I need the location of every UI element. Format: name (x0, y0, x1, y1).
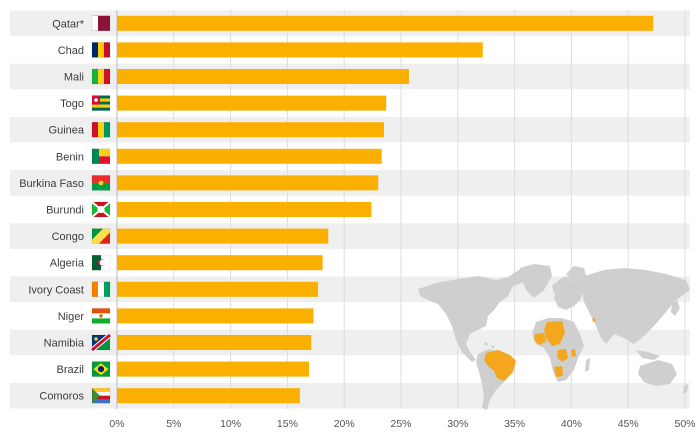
x-tick-label: 0% (109, 418, 124, 430)
category-label: Comoros (39, 391, 84, 403)
x-axis-ticks: 0% 5% 10% 15% 20% 25% 30% 35% 40% 45% 50% (109, 418, 695, 430)
comoros-flag-icon (91, 387, 111, 404)
category-label: Guinea (49, 125, 85, 137)
bar-togo (117, 95, 387, 111)
category-label: Burkina Faso (19, 178, 84, 190)
bar-chad (117, 42, 483, 58)
category-label: Benin (56, 151, 84, 163)
qatar-flag-icon (91, 15, 111, 32)
category-label: Namibia (44, 338, 85, 350)
category-label: Chad (58, 45, 84, 57)
world-map-highlighted-countries-icon (418, 264, 690, 410)
bar-ivory-coast (117, 281, 319, 297)
guinea-flag-icon (91, 121, 111, 138)
bar-burkina-faso (117, 175, 379, 191)
category-label: Mali (64, 72, 84, 84)
ivory-coast-flag-icon (91, 281, 111, 298)
category-labels: Qatar* Chad Mali Togo Guinea Benin Burkina Fas… (19, 18, 85, 402)
chad-flag-icon (91, 42, 111, 58)
benin-flag-icon (91, 148, 111, 165)
row-band (10, 382, 690, 409)
burkina-faso-flag-icon (91, 175, 111, 191)
bar-algeria (117, 255, 323, 271)
algeria-flag-icon (91, 254, 111, 271)
bar-benin (117, 148, 382, 164)
bar-mali (117, 69, 409, 84)
x-tick-label: 5% (166, 418, 181, 430)
togo-flag-icon (91, 95, 111, 111)
bar-burundi (117, 202, 372, 217)
row-band (10, 223, 690, 249)
bar-namibia (117, 335, 312, 350)
bar-qatar (117, 15, 654, 31)
bar-brazil (117, 361, 309, 377)
bar-comoros (117, 388, 300, 404)
namibia-flag-icon (90, 333, 112, 352)
category-label: Ivory Coast (28, 284, 84, 296)
bar-niger (117, 308, 314, 324)
category-label: Qatar* (52, 18, 85, 30)
mali-flag-icon (91, 68, 111, 85)
x-tick-label: 35% (504, 418, 525, 430)
flags (90, 15, 112, 404)
x-tick-label: 25% (390, 418, 411, 430)
brazil-flag-icon (91, 361, 111, 377)
category-label: Congo (52, 231, 84, 243)
x-tick-label: 30% (447, 418, 468, 430)
x-tick-label: 45% (618, 418, 639, 430)
category-label: Brazil (56, 364, 84, 376)
x-tick-label: 40% (561, 418, 582, 430)
bars (117, 15, 654, 404)
burundi-flag-icon (91, 201, 111, 218)
x-tick-label: 50% (674, 418, 695, 430)
niger-flag-icon (91, 308, 111, 324)
congo-flag-icon (91, 228, 111, 244)
x-tick-label: 15% (277, 418, 298, 430)
category-label: Burundi (46, 205, 84, 217)
category-label: Togo (60, 98, 84, 110)
bar-guinea (117, 122, 384, 138)
x-tick-label: 10% (220, 418, 241, 430)
bar-congo (117, 228, 329, 244)
row-band (10, 329, 690, 356)
category-label: Niger (58, 311, 85, 323)
x-tick-label: 20% (334, 418, 355, 430)
category-label: Algeria (50, 258, 85, 270)
